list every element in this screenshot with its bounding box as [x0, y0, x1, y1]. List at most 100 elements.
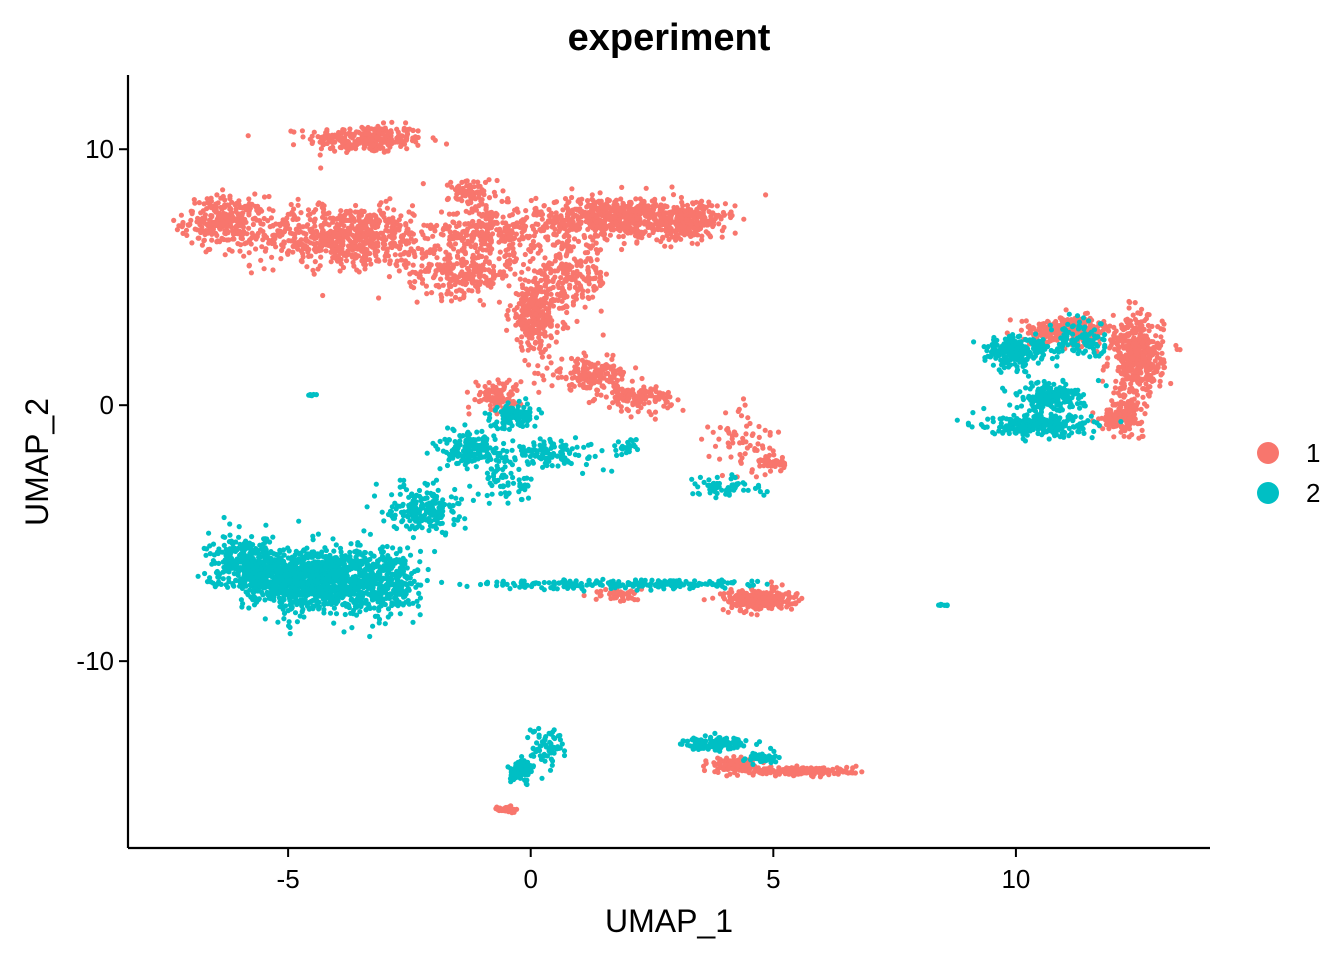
data-point: [486, 259, 492, 265]
data-point: [1145, 322, 1151, 329]
data-point: [620, 233, 626, 239]
data-point: [564, 309, 570, 316]
data-point: [375, 224, 381, 230]
data-point: [438, 209, 445, 215]
data-point: [478, 398, 484, 404]
data-point: [526, 342, 532, 348]
data-point: [306, 253, 312, 259]
data-point: [545, 218, 552, 224]
data-point: [415, 142, 421, 148]
data-point: [466, 411, 472, 417]
data-point: [400, 235, 406, 241]
data-point: [261, 215, 267, 222]
data-point: [444, 182, 450, 188]
data-point: [706, 453, 712, 459]
data-point: [180, 220, 186, 227]
data-point: [237, 228, 243, 234]
data-point: [246, 263, 252, 269]
data-point: [559, 305, 565, 311]
data-point: [510, 398, 516, 405]
data-point: [424, 267, 430, 273]
data-point: [1151, 370, 1157, 376]
data-point: [705, 424, 711, 430]
data-point: [1140, 353, 1146, 359]
data-point: [363, 222, 369, 229]
data-point: [431, 250, 437, 257]
data-point: [664, 232, 670, 239]
data-point: [1018, 327, 1024, 333]
data-point: [597, 190, 603, 196]
data-point: [516, 301, 522, 307]
data-point: [591, 283, 597, 290]
data-point: [588, 382, 594, 388]
data-point: [318, 254, 324, 260]
data-point: [291, 129, 297, 135]
data-point: [317, 152, 323, 158]
data-point: [378, 230, 384, 236]
data-point: [352, 238, 358, 245]
data-point: [343, 253, 349, 259]
data-point: [382, 241, 388, 248]
data-point: [1146, 328, 1152, 334]
data-point: [347, 133, 354, 140]
data-point: [578, 219, 584, 225]
data-point: [405, 226, 411, 232]
data-point: [850, 765, 856, 771]
data-point: [470, 273, 477, 279]
data-point: [404, 130, 410, 136]
data-point: [603, 271, 610, 277]
data-point: [517, 242, 523, 248]
data-point: [539, 271, 545, 277]
data-point: [465, 190, 471, 196]
data-point: [279, 247, 285, 253]
data-point: [534, 286, 540, 292]
data-point: [380, 120, 387, 126]
data-point: [621, 240, 627, 247]
data-point: [391, 207, 397, 213]
data-point: [546, 265, 552, 271]
data-point: [827, 768, 833, 774]
data-point: [527, 319, 533, 325]
data-point: [380, 145, 386, 151]
data-point: [761, 463, 767, 469]
data-point: [300, 134, 306, 140]
data-point: [409, 203, 416, 209]
data-point: [1063, 307, 1069, 313]
data-point: [546, 321, 552, 327]
data-point: [762, 472, 768, 478]
data-point: [483, 216, 489, 222]
data-point: [524, 233, 530, 239]
data-point: [1144, 312, 1150, 318]
data-point: [582, 304, 588, 310]
data-point: [215, 200, 221, 206]
data-point: [650, 229, 656, 236]
data-point: [566, 285, 573, 291]
data-point: [410, 262, 416, 268]
data-point: [200, 219, 206, 225]
data-point: [470, 252, 476, 258]
data-point: [596, 279, 603, 285]
data-point: [406, 231, 412, 237]
data-point: [573, 292, 579, 298]
data-point: [545, 234, 551, 240]
data-point: [619, 246, 625, 253]
data-point: [1168, 380, 1174, 387]
data-point: [348, 217, 354, 224]
data-point: [571, 256, 578, 262]
data-point: [512, 258, 519, 264]
data-point: [669, 234, 675, 240]
data-point: [719, 472, 726, 479]
data-point: [721, 596, 728, 602]
data-point: [559, 356, 565, 362]
data-point: [383, 198, 389, 204]
data-point: [590, 263, 596, 270]
data-point: [524, 327, 530, 333]
data-point: [278, 256, 284, 262]
data-point: [189, 208, 195, 215]
data-point: [481, 238, 487, 245]
data-point: [1158, 334, 1164, 340]
data-point: [652, 416, 658, 422]
data-point: [756, 423, 762, 430]
data-point: [519, 234, 525, 240]
